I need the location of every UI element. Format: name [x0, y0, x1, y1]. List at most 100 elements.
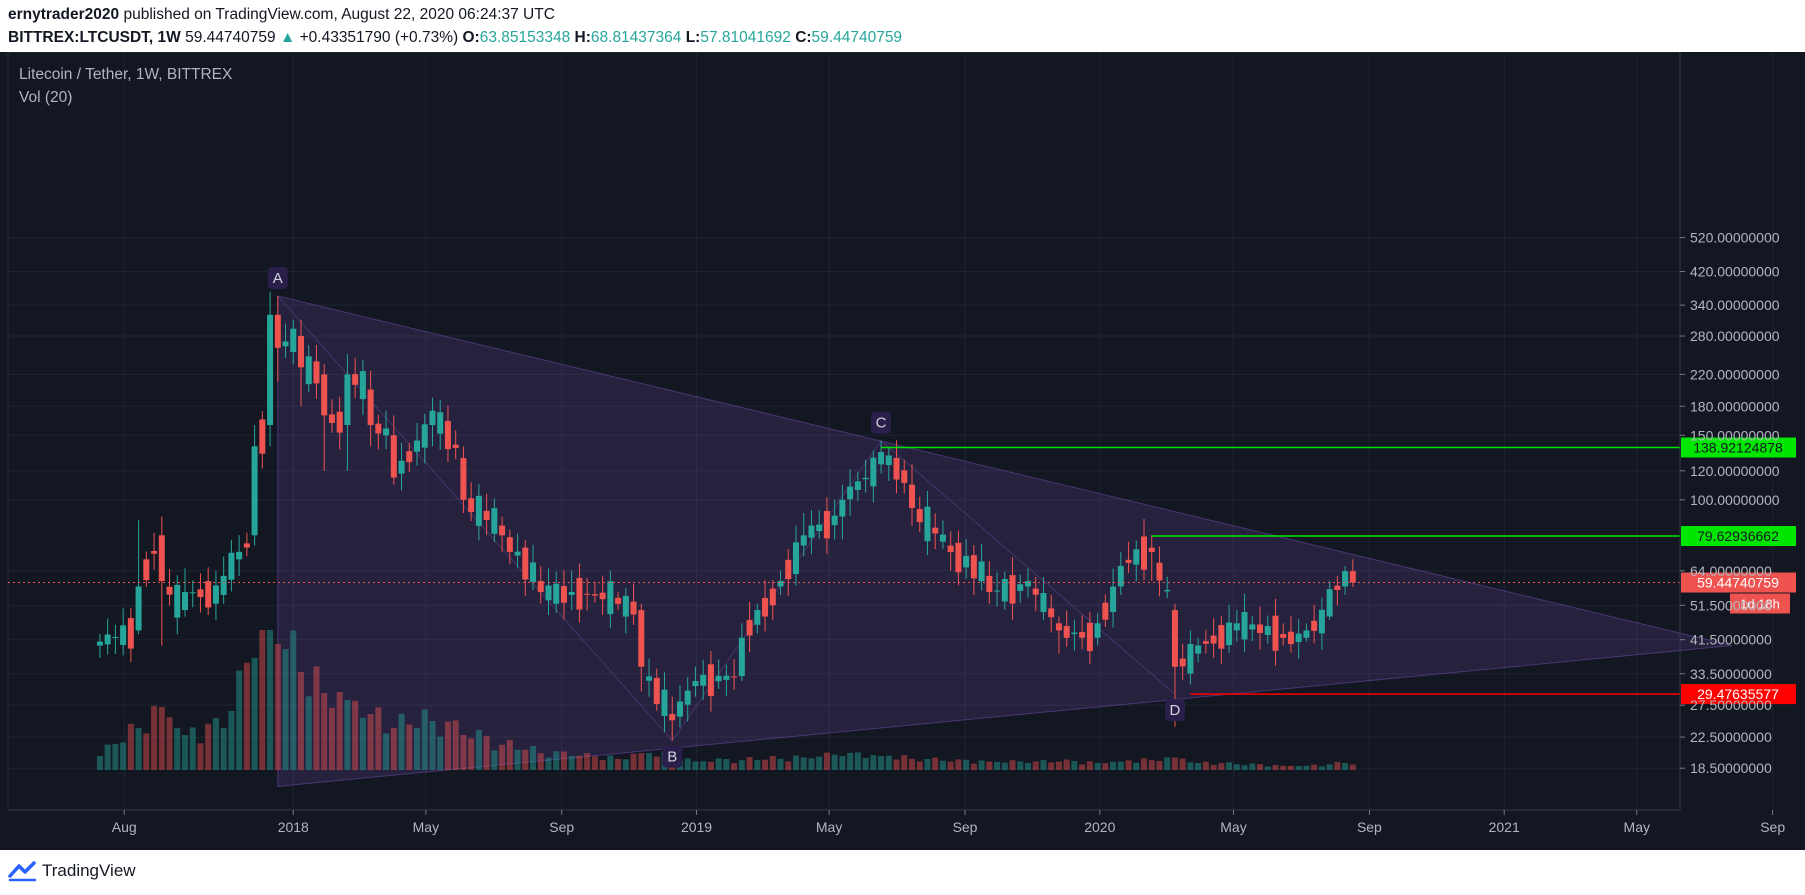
volume-bar — [1102, 763, 1109, 770]
volume-bar — [878, 756, 885, 770]
volume-bar — [792, 755, 799, 770]
volume-bar — [901, 755, 908, 770]
candle-body — [901, 470, 908, 483]
pattern-label-badge — [871, 411, 892, 434]
volume-bar — [885, 755, 892, 770]
candle-body — [591, 594, 598, 596]
volume-bar — [1086, 761, 1093, 770]
volume-bar — [383, 733, 390, 770]
volume-bar — [1156, 760, 1163, 770]
volume-bar — [499, 744, 506, 770]
candle-body — [383, 428, 390, 436]
candle-body — [1117, 565, 1124, 587]
author-name[interactable]: ernytrader2020 — [8, 6, 120, 23]
candle-body — [1025, 581, 1032, 587]
volume-bar — [1032, 761, 1039, 770]
footer-bar: TradingView — [0, 850, 1805, 895]
tradingview-logo-icon[interactable] — [8, 860, 38, 882]
time-tick-label: May — [1220, 819, 1246, 835]
candle-body — [390, 435, 397, 478]
time-tick-label: Sep — [1760, 819, 1785, 835]
candle-body — [1334, 585, 1341, 590]
pattern-label-badge — [267, 267, 288, 290]
candle-body — [1071, 632, 1078, 635]
volume-bar — [762, 759, 769, 770]
volume-bar — [584, 753, 591, 770]
candle-body — [560, 586, 567, 603]
candle-body — [738, 637, 745, 677]
price-tick-label: 41.50000000 — [1690, 632, 1772, 648]
volume-bar — [444, 721, 451, 770]
candle-body — [1272, 615, 1279, 651]
level-price-label: 138.92124878 — [1693, 440, 1783, 456]
chart-legend-title[interactable]: Litecoin / Tether, 1W, BITTREX — [19, 66, 233, 83]
volume-bars — [96, 630, 1356, 770]
volume-bar — [700, 761, 707, 770]
volume-bar — [1094, 763, 1101, 770]
candle-body — [336, 411, 343, 433]
tradingview-brand[interactable]: TradingView — [42, 861, 136, 880]
volume-bar — [1048, 762, 1055, 770]
chart-area[interactable]: A B C D 138.92124878 79.62936662 29.47635577 59… — [0, 52, 1805, 895]
candle-body — [251, 446, 258, 536]
candle-body — [1226, 622, 1233, 646]
volume-bar — [591, 756, 598, 770]
candle-body — [104, 634, 111, 645]
volume-bar — [684, 758, 691, 770]
volume-bar — [939, 760, 946, 770]
volume-bar — [390, 728, 397, 770]
candle-body — [878, 452, 885, 465]
volume-bar — [406, 724, 413, 770]
volume-bar — [1141, 758, 1148, 770]
volume-bar — [475, 730, 482, 770]
candle-body — [870, 457, 877, 487]
candle-body — [1171, 610, 1178, 667]
candle-body — [328, 414, 335, 423]
volume-bar — [1117, 761, 1124, 770]
candle-body — [1195, 645, 1202, 654]
volume-bar — [1125, 760, 1132, 770]
pattern-zigzag — [277, 295, 1176, 742]
volume-bar — [104, 744, 111, 770]
price-chart[interactable]: A B C D 138.92124878 79.62936662 29.47635577 59… — [0, 52, 1805, 850]
volume-legend[interactable]: Vol (20) — [19, 89, 73, 106]
price-tick-label: 520.00000000 — [1690, 230, 1780, 246]
volume-bar — [522, 749, 529, 770]
open-value: 63.85153348 — [479, 29, 571, 46]
candle-body — [120, 625, 127, 645]
price-tick-label: 27.50000000 — [1690, 697, 1772, 713]
candle-body — [924, 506, 931, 542]
close-label: C: — [795, 29, 812, 46]
candle-body — [1303, 630, 1310, 638]
volume-bar — [955, 759, 962, 770]
volume-bar — [738, 760, 745, 770]
candle-body — [932, 527, 939, 534]
time-tick-label: May — [413, 819, 439, 835]
volume-bar — [769, 755, 776, 770]
volume-bar — [723, 758, 730, 770]
volume-bar — [143, 733, 150, 770]
level-price-label: 79.62936662 — [1697, 528, 1779, 544]
volume-bar — [336, 692, 343, 770]
volume-bar — [429, 721, 436, 770]
volume-bar — [328, 707, 335, 770]
time-tick-label: 2018 — [278, 819, 309, 835]
candle-body — [96, 641, 103, 646]
volume-bar — [560, 751, 567, 770]
candle-body — [970, 555, 977, 579]
pattern-label-b: B — [667, 749, 677, 766]
volume-bar — [189, 727, 196, 770]
volume-bar — [893, 759, 900, 770]
volume-bar — [1071, 761, 1078, 770]
volume-bar — [932, 757, 939, 770]
time-tick-label: Sep — [549, 819, 574, 835]
candle-body — [212, 585, 219, 604]
volume-bar — [530, 746, 537, 770]
volume-bar — [816, 756, 823, 770]
candle-body — [274, 314, 281, 348]
volume-bar — [135, 728, 142, 770]
symbol-label: BITTREX:LTCUSDT, 1W — [8, 29, 181, 46]
volume-bar — [321, 693, 328, 770]
time-tick-label: 2019 — [681, 819, 712, 835]
candle-body — [1295, 633, 1302, 643]
